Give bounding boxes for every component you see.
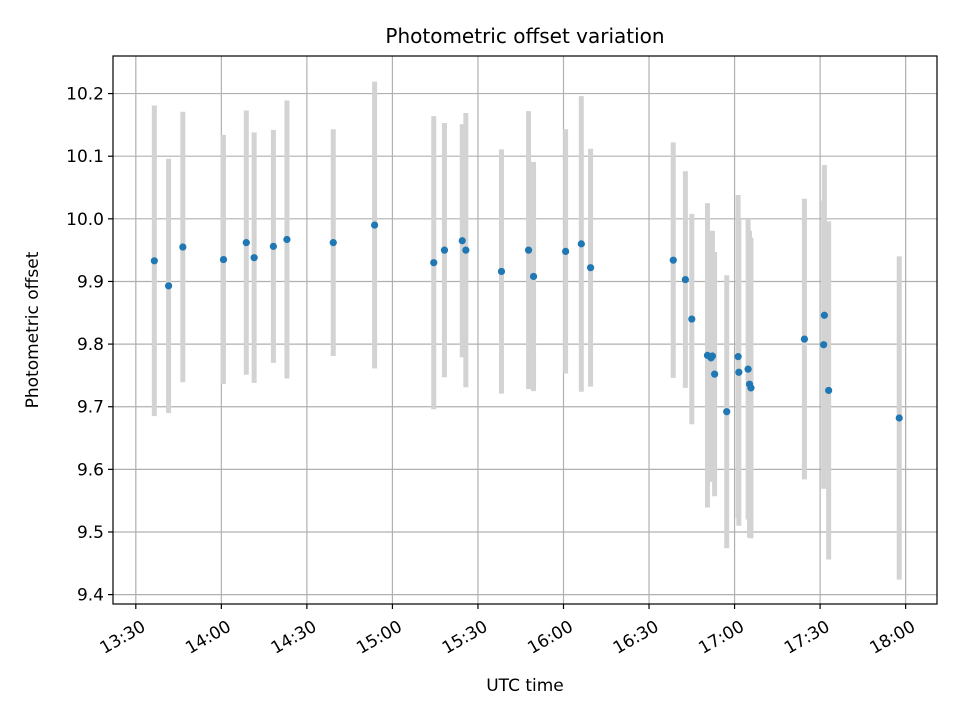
data-point bbox=[562, 247, 570, 256]
x-tick-label: 16:30 bbox=[610, 617, 662, 659]
data-point bbox=[283, 235, 291, 244]
x-tick-label: 18:00 bbox=[867, 617, 919, 659]
data-point bbox=[497, 267, 506, 276]
data-point bbox=[179, 243, 187, 251]
data-point bbox=[723, 408, 731, 416]
y-tick-label: 10.1 bbox=[66, 147, 104, 167]
x-ticks: 13:30 14:00 14:30 15:00 15:30 16:00 16:30 17:00… bbox=[97, 604, 919, 659]
y-ticks: 9.4 9.5 9.6 9.7 9.8 9.9 10.0 10.1 10.2 bbox=[66, 85, 113, 606]
data-point bbox=[150, 257, 158, 265]
data-point bbox=[744, 365, 752, 373]
x-tick-label: 13:30 bbox=[97, 617, 149, 659]
data-point bbox=[820, 341, 828, 349]
x-tick-label: 15:30 bbox=[439, 617, 491, 659]
data-point bbox=[820, 311, 828, 319]
data-point bbox=[462, 246, 470, 254]
data-point bbox=[242, 239, 250, 247]
y-tick-label: 9.9 bbox=[77, 272, 104, 292]
data-point bbox=[825, 386, 833, 395]
x-tick-label: 17:30 bbox=[781, 617, 833, 659]
data-point bbox=[269, 242, 277, 250]
data-point bbox=[681, 275, 689, 284]
x-tick-label: 17:00 bbox=[695, 617, 747, 659]
data-point bbox=[250, 254, 258, 262]
data-point bbox=[800, 335, 809, 343]
data-point bbox=[219, 255, 228, 264]
x-tick-label: 15:00 bbox=[353, 617, 405, 659]
data-point bbox=[430, 259, 438, 267]
y-tick-label: 10.2 bbox=[66, 85, 104, 105]
data-point bbox=[440, 246, 449, 254]
data-point bbox=[735, 368, 743, 376]
x-tick-label: 14:30 bbox=[268, 617, 320, 659]
y-tick-label: 9.7 bbox=[77, 398, 104, 418]
data-points bbox=[150, 221, 903, 422]
y-tick-label: 9.8 bbox=[77, 335, 104, 355]
data-point bbox=[329, 239, 337, 247]
data-point bbox=[669, 256, 677, 264]
data-point bbox=[370, 221, 379, 229]
data-point bbox=[458, 237, 466, 245]
data-point bbox=[734, 353, 742, 361]
y-tick-label: 9.5 bbox=[77, 523, 104, 543]
data-point bbox=[164, 282, 173, 290]
data-point bbox=[747, 384, 755, 392]
data-point bbox=[708, 352, 717, 360]
y-tick-label: 10.0 bbox=[66, 210, 104, 230]
y-tick-label: 9.6 bbox=[77, 460, 104, 480]
chart-title: Photometric offset variation bbox=[385, 24, 664, 48]
y-tick-label: 9.4 bbox=[77, 586, 104, 606]
data-point bbox=[577, 240, 585, 248]
data-point bbox=[711, 370, 719, 378]
y-axis-title: Photometric offset bbox=[23, 251, 43, 408]
x-axis-title: UTC time bbox=[486, 676, 564, 696]
data-point bbox=[895, 414, 903, 422]
grid-lines bbox=[113, 56, 937, 604]
x-tick-label: 14:00 bbox=[182, 617, 234, 659]
plot-frame bbox=[112, 55, 938, 605]
data-point bbox=[529, 272, 538, 281]
data-point bbox=[586, 264, 595, 272]
x-tick-label: 16:00 bbox=[524, 617, 576, 659]
data-point bbox=[524, 246, 533, 254]
data-point bbox=[688, 315, 696, 323]
